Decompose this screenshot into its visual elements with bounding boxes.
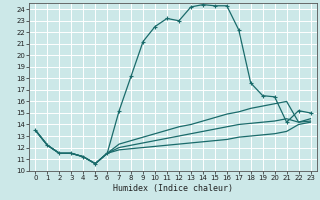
X-axis label: Humidex (Indice chaleur): Humidex (Indice chaleur) [113, 184, 233, 193]
